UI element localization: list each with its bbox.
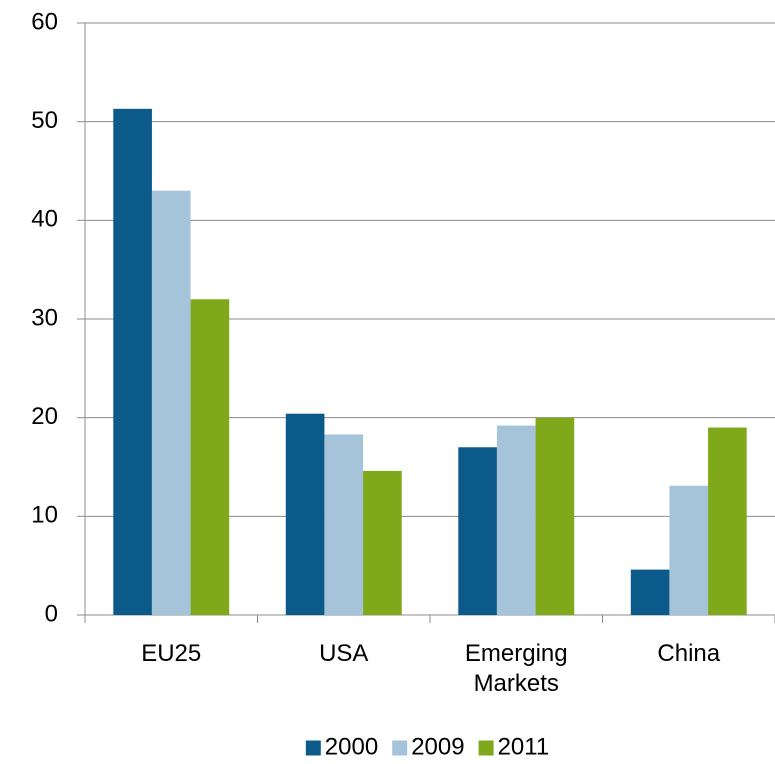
bar [324,434,364,615]
x-tick-label: EU25 [141,640,201,667]
legend-label: 2009 [411,733,464,760]
x-tick-label-line: Markets [474,670,559,697]
legend-swatch [478,740,494,756]
y-tick-label: 20 [31,403,58,430]
x-tick-label-line: China [657,640,720,667]
y-tick-label: 0 [45,600,58,627]
bar [151,190,191,615]
y-tick-label: 30 [31,304,58,331]
legend-swatch [392,740,408,756]
bar [669,485,709,615]
x-tick-label-line: EU25 [141,640,201,667]
legend: 2000 2009 2011 [305,733,550,760]
y-tick-label: 10 [31,502,58,529]
bar [708,427,747,615]
bar [630,569,670,615]
bar [458,447,497,615]
x-tick-label-line: Emerging [465,640,568,667]
bar [285,413,325,615]
bar [496,425,536,615]
legend-swatch [305,740,321,756]
bar [113,108,152,615]
y-tick-label: 50 [31,107,58,134]
y-tick-label: 40 [31,206,58,233]
x-tick-label: China [657,640,720,667]
x-tick-label: USA [319,640,368,667]
bar [363,470,402,615]
x-tick-label: Emerging Markets [465,640,568,697]
legend-label: 2011 [498,733,550,760]
legend-label: 2000 [325,733,378,760]
x-tick-label-line: USA [319,640,368,667]
bar [535,417,575,615]
bar [190,299,230,615]
y-tick-label: 60 [31,8,58,35]
